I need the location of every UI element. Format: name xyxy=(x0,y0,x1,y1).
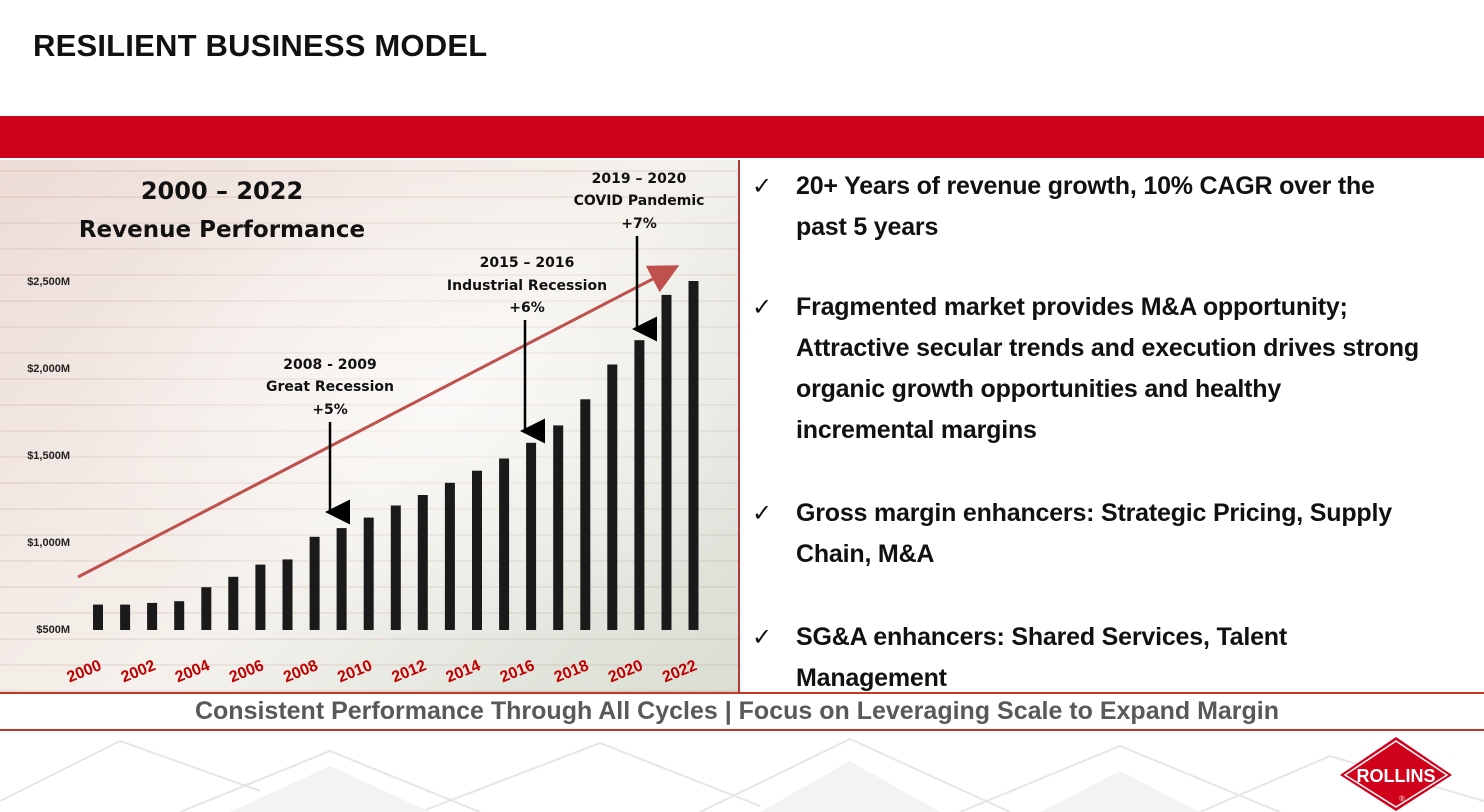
logo-diamond-shape xyxy=(1340,737,1452,811)
annotation-industrial-recession-label: Industrial Recession xyxy=(447,278,607,294)
x-tick-label: 2012 xyxy=(389,657,428,686)
bullet-text: Gross margin enhancers: Strategic Pricin… xyxy=(796,493,1476,575)
annotation-industrial-recession-period: 2015 – 2016 xyxy=(480,255,575,271)
bar-2017 xyxy=(553,425,564,630)
annotation-covid-label: COVID Pandemic xyxy=(574,193,705,209)
bullet-gross-margin: ✓ Gross margin enhancers: Strategic Pric… xyxy=(752,493,1476,575)
bar-2013 xyxy=(444,482,455,630)
bullet-line: 20+ Years of revenue growth, 10% CAGR ov… xyxy=(796,172,1375,200)
title-accent-band xyxy=(0,116,1484,158)
chart-heading-line2: Revenue Performance xyxy=(79,217,365,243)
bullet-line: Attractive secular trends and execution … xyxy=(796,334,1419,362)
bar-2020 xyxy=(634,340,645,630)
bullet-line: SG&A enhancers: Shared Services, Talent xyxy=(796,623,1288,651)
checkmark-icon: ✓ xyxy=(752,499,773,527)
y-tick-label: $2,000M xyxy=(27,363,70,375)
bullet-line: Fragmented market provides M&A opportuni… xyxy=(796,293,1348,321)
bar-2009 xyxy=(336,528,347,630)
x-tick-label: 2008 xyxy=(281,657,320,686)
annotation-industrial-recession-growth: +6% xyxy=(509,300,545,316)
logo-wordmark: ROLLINS xyxy=(1357,766,1436,786)
bullet-revenue-growth: ✓ 20+ Years of revenue growth, 10% CAGR … xyxy=(752,166,1476,248)
bar-2005 xyxy=(228,576,239,630)
y-tick-label: $1,000M xyxy=(27,537,70,549)
annotation-covid-period: 2019 – 2020 xyxy=(592,171,687,187)
bar-2008 xyxy=(309,536,320,630)
logo-registered-mark: ® xyxy=(1399,795,1405,803)
key-points-list: ✓ 20+ Years of revenue growth, 10% CAGR … xyxy=(752,164,1482,692)
bullet-line: Chain, M&A xyxy=(796,540,935,568)
x-tick-label: 2014 xyxy=(444,657,483,686)
bullet-sga: ✓ SG&A enhancers: Shared Services, Talen… xyxy=(752,617,1476,692)
page-title: RESILIENT BUSINESS MODEL xyxy=(33,28,488,63)
x-tick-label: 2018 xyxy=(552,657,591,686)
annotation-great-recession-label: Great Recession xyxy=(266,379,394,395)
bar-2012 xyxy=(417,495,428,630)
bullet-line: organic growth opportunities and healthy xyxy=(796,375,1282,403)
checkmark-icon: ✓ xyxy=(752,623,773,651)
bar-2000 xyxy=(93,604,103,630)
bar-2004 xyxy=(201,587,212,630)
bar-2006 xyxy=(255,564,266,630)
growth-trend-arrow xyxy=(77,265,680,579)
annotation-covid-growth: +7% xyxy=(621,216,657,232)
bar-2018 xyxy=(580,399,591,630)
chart-panel: 2000 – 2022 Revenue Performance $500M $1,… xyxy=(0,160,738,692)
annotation-great-recession-growth: +5% xyxy=(312,402,348,418)
y-tick-label: $500M xyxy=(36,624,70,636)
decorative-background-pattern xyxy=(0,737,1484,812)
x-tick-label: 2000 xyxy=(65,657,104,686)
footer-tagline: Consistent Performance Through All Cycle… xyxy=(194,697,1280,725)
bullet-text: 20+ Years of revenue growth, 10% CAGR ov… xyxy=(796,166,1476,248)
x-tick-label: 2016 xyxy=(498,657,537,686)
bar-2011 xyxy=(390,505,401,630)
annotation-great-recession-period: 2008 - 2009 xyxy=(283,357,377,373)
x-tick-label: 2006 xyxy=(227,657,266,686)
footer-rule-top xyxy=(0,692,1484,694)
bar-2021 xyxy=(661,294,672,630)
rollins-logo: ROLLINS ® xyxy=(1340,737,1452,811)
bar-2002 xyxy=(147,602,158,630)
x-tick-label: 2022 xyxy=(660,657,699,686)
bar-2016 xyxy=(526,442,537,630)
checkmark-icon: ✓ xyxy=(752,293,773,321)
bar-2010 xyxy=(363,517,374,630)
x-tick-label: 2020 xyxy=(606,657,645,686)
chart-heading-line1: 2000 – 2022 xyxy=(141,177,303,205)
bar-2022 xyxy=(688,281,699,630)
bar-2001 xyxy=(120,604,131,630)
bar-2014 xyxy=(472,470,482,630)
x-tick-label: 2002 xyxy=(119,657,158,686)
panel-divider xyxy=(738,160,740,692)
y-tick-label: $1,500M xyxy=(27,450,70,462)
bullet-line: Gross margin enhancers: Strategic Pricin… xyxy=(796,499,1392,527)
revenue-bar-chart: 2000 – 2022 Revenue Performance $500M $1,… xyxy=(27,171,705,686)
bullet-text: Fragmented market provides M&A opportuni… xyxy=(796,287,1476,451)
bullet-line: past 5 years xyxy=(796,213,939,241)
y-tick-label: $2,500M xyxy=(27,276,70,288)
bar-2019 xyxy=(607,364,618,630)
checkmark-icon: ✓ xyxy=(752,172,773,200)
bullet-text: SG&A enhancers: Shared Services, Talent … xyxy=(796,617,1476,692)
bar-2007 xyxy=(282,559,293,630)
footer-rule-bottom xyxy=(0,729,1484,731)
x-tick-label: 2004 xyxy=(173,657,212,686)
bar-2015 xyxy=(499,458,510,630)
bar-2003 xyxy=(174,601,185,630)
x-tick-label: 2010 xyxy=(335,657,374,686)
bullet-line: Management xyxy=(796,664,947,692)
bullet-fragmented-market: ✓ Fragmented market provides M&A opportu… xyxy=(752,287,1476,451)
bullet-line: incremental margins xyxy=(796,416,1037,444)
